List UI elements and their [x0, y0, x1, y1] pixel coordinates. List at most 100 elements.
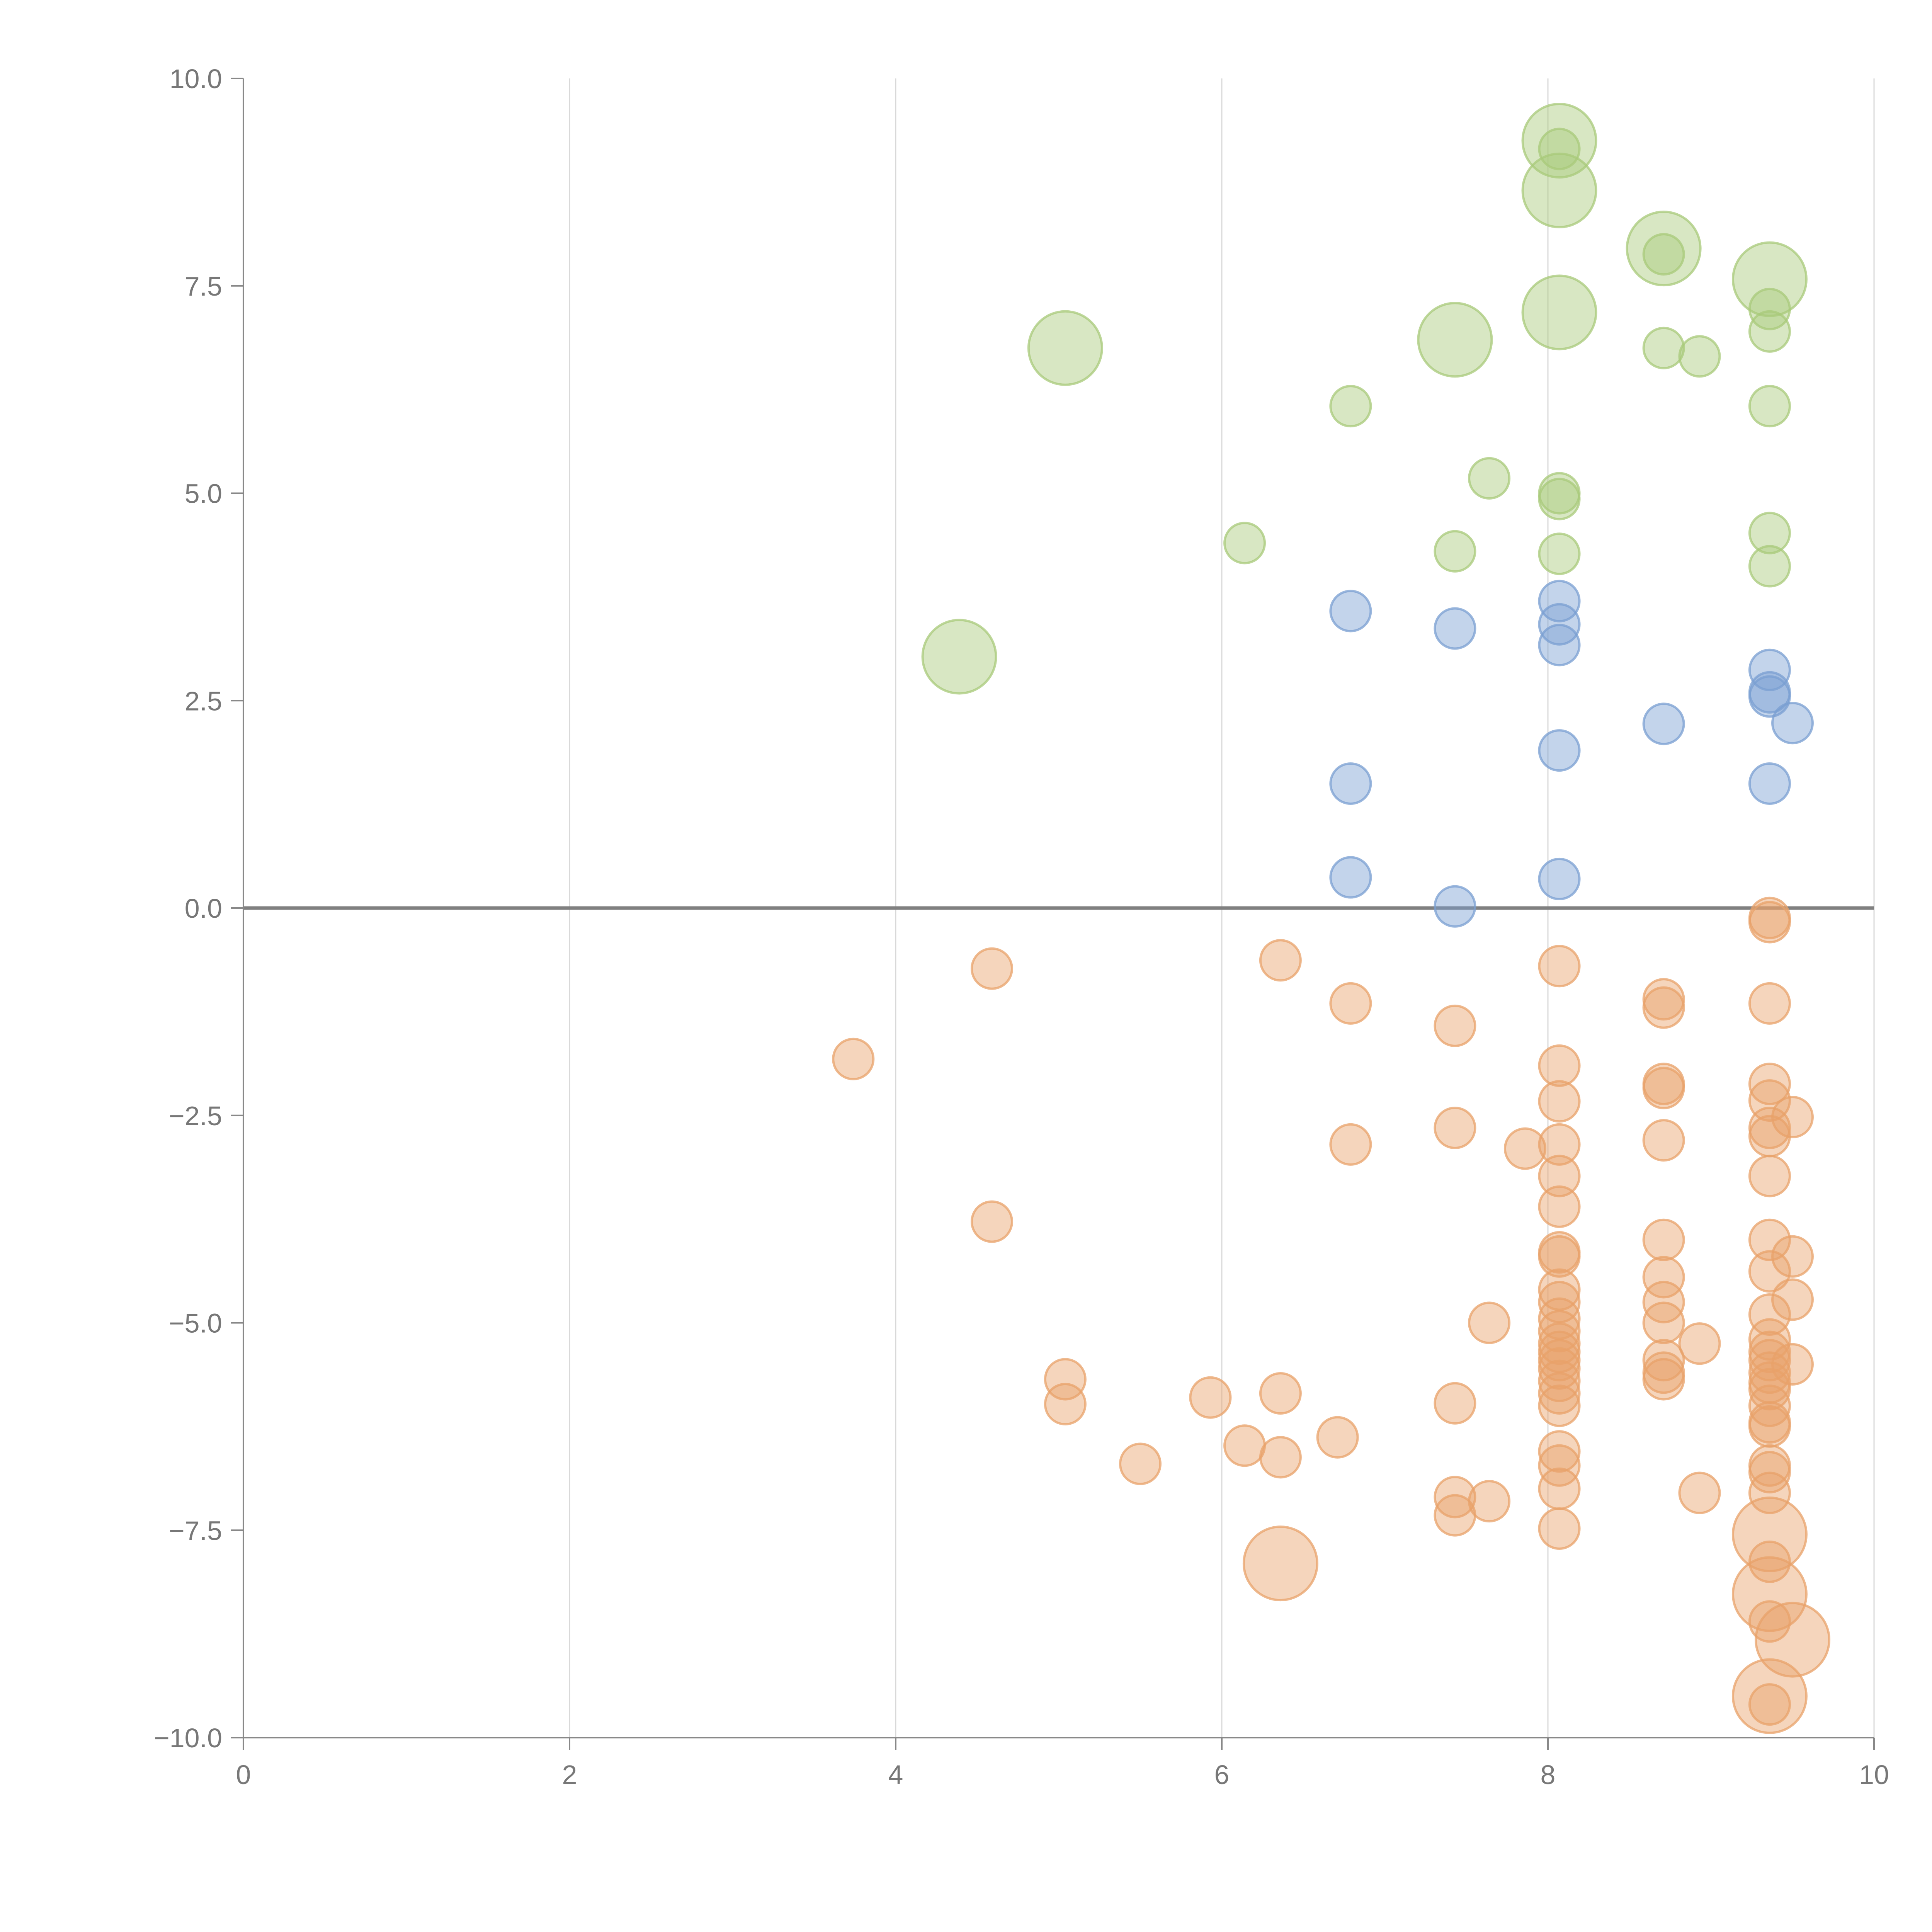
bubble-point-green [1538, 532, 1581, 575]
bubble-point-blue [1434, 607, 1476, 650]
bubble-point-orange [1434, 1382, 1476, 1425]
bubble-point-blue [1538, 580, 1581, 622]
bubble-point-orange [1468, 1301, 1511, 1344]
bubble-point-orange [1642, 1119, 1685, 1162]
bubble-point-green [1434, 530, 1476, 573]
bubble-point-orange [1329, 1123, 1372, 1166]
bubble-point-orange [1259, 939, 1302, 982]
bubble-point-orange [1259, 1436, 1302, 1479]
data-bubbles [832, 103, 1830, 1734]
x-tick-label: 0 [236, 1760, 251, 1790]
bubble-point-orange [1044, 1358, 1087, 1401]
y-tick-label: 0.0 [185, 893, 222, 923]
bubble-point-blue [1329, 762, 1372, 805]
bubble-point-blue [1434, 885, 1476, 928]
x-tick-label: 4 [888, 1760, 903, 1790]
bubble-point-orange [1642, 1256, 1685, 1299]
x-tick-label: 10 [1859, 1760, 1889, 1790]
y-tick-label: 10.0 [170, 64, 222, 94]
bubble-point-orange [1259, 1372, 1302, 1415]
bubble-point-orange [1748, 1683, 1791, 1726]
bubble-point-orange [1538, 1467, 1581, 1510]
bubble-point-orange [1538, 1155, 1581, 1197]
x-tick-label: 2 [562, 1760, 577, 1790]
x-tick-label: 8 [1541, 1760, 1556, 1790]
bubble-point-orange [1223, 1424, 1266, 1467]
y-tick-label: −5.0 [169, 1308, 222, 1338]
bubble-point-orange [1748, 1063, 1791, 1105]
bubble-point-orange [1748, 1155, 1791, 1197]
bubble-point-orange [1538, 1235, 1581, 1278]
y-tick-label: −2.5 [169, 1101, 222, 1131]
bubble-point-orange [1748, 1600, 1791, 1643]
bubble-point-orange [1748, 1250, 1791, 1293]
bubble-point-orange [1538, 1123, 1581, 1166]
bubble-point-orange [1748, 1368, 1791, 1411]
y-tick-label: −10.0 [154, 1723, 222, 1753]
bubble-point-green [1678, 335, 1721, 378]
bubble-point-orange [1771, 1278, 1814, 1321]
bubble-point-blue [1329, 590, 1372, 633]
bubble-point-orange [1316, 1416, 1359, 1459]
bubble-point-orange [1538, 1185, 1581, 1228]
bubble-point-orange [1538, 1384, 1581, 1427]
bubble-point-orange [1538, 1372, 1581, 1415]
bubble-point-orange [1538, 1430, 1581, 1473]
bubble-point-orange [970, 947, 1013, 990]
y-tick-label: 2.5 [185, 686, 222, 716]
bubble-point-green [1748, 310, 1791, 353]
bubble-point-orange [1642, 986, 1685, 1029]
bubble-point-orange [1771, 1235, 1814, 1278]
bubble-point-green [1642, 327, 1685, 369]
bubble-point-green [1521, 274, 1597, 350]
bubble-point-orange [1748, 1115, 1791, 1158]
bubble-point-orange [1044, 1383, 1087, 1425]
y-tick-label: −7.5 [169, 1515, 222, 1546]
bubble-point-orange [1748, 1218, 1791, 1261]
bubble-point-green [1538, 128, 1581, 170]
bubble-point-blue [1642, 702, 1685, 745]
bubble-point-orange [832, 1037, 875, 1080]
bubble-point-orange [970, 1200, 1013, 1243]
bubble-point-orange [1748, 901, 1791, 944]
bubble-point-orange [1119, 1442, 1162, 1485]
bubble-point-orange [1538, 1444, 1581, 1487]
bubble-point-orange [1678, 1471, 1721, 1514]
bubble-point-orange [1748, 982, 1791, 1025]
bubble-point-green [1748, 287, 1791, 330]
bubble-point-blue [1538, 624, 1581, 667]
bubble-point-orange [1538, 1281, 1581, 1323]
bubble-point-orange [1748, 1293, 1791, 1336]
bubble-point-orange [1748, 1540, 1791, 1583]
bubble-point-orange [1642, 1218, 1685, 1261]
bubble-point-green [1748, 545, 1791, 588]
bubble-point-orange [1538, 1268, 1581, 1311]
bubble-point-orange [1538, 945, 1581, 988]
bubble-point-orange [1642, 1301, 1685, 1344]
bubble-point-blue [1538, 729, 1581, 772]
bubble-point-green [1223, 522, 1266, 565]
x-tick-label: 6 [1214, 1760, 1230, 1790]
bubble-point-green [921, 619, 997, 695]
bubble-point-orange [1434, 1476, 1476, 1519]
bubble-point-blue [1771, 702, 1814, 745]
bubble-point-orange [1538, 1347, 1581, 1390]
bubble-point-orange [1538, 1507, 1581, 1550]
bubble-point-orange [1748, 1405, 1791, 1448]
bubble-point-orange [1538, 1080, 1581, 1123]
bubble-point-orange [1434, 1494, 1476, 1537]
bubble-point-orange [1434, 1106, 1476, 1149]
bubble-point-orange [1755, 1602, 1830, 1678]
y-tick-label: 7.5 [185, 271, 222, 301]
bubble-point-orange [1748, 1471, 1791, 1514]
bubble-point-orange [1642, 1358, 1685, 1401]
bubble-point-blue [1538, 857, 1581, 900]
bubble-point-orange [1538, 1297, 1581, 1340]
bubble-point-orange [1538, 1044, 1581, 1087]
bubble-point-green [1626, 211, 1702, 287]
bubble-point-green [1538, 478, 1581, 520]
bubble-point-green [1748, 385, 1791, 428]
bubble-point-blue [1748, 762, 1791, 805]
bubble-point-orange [1329, 982, 1372, 1025]
bubble-point-orange [1503, 1127, 1546, 1170]
